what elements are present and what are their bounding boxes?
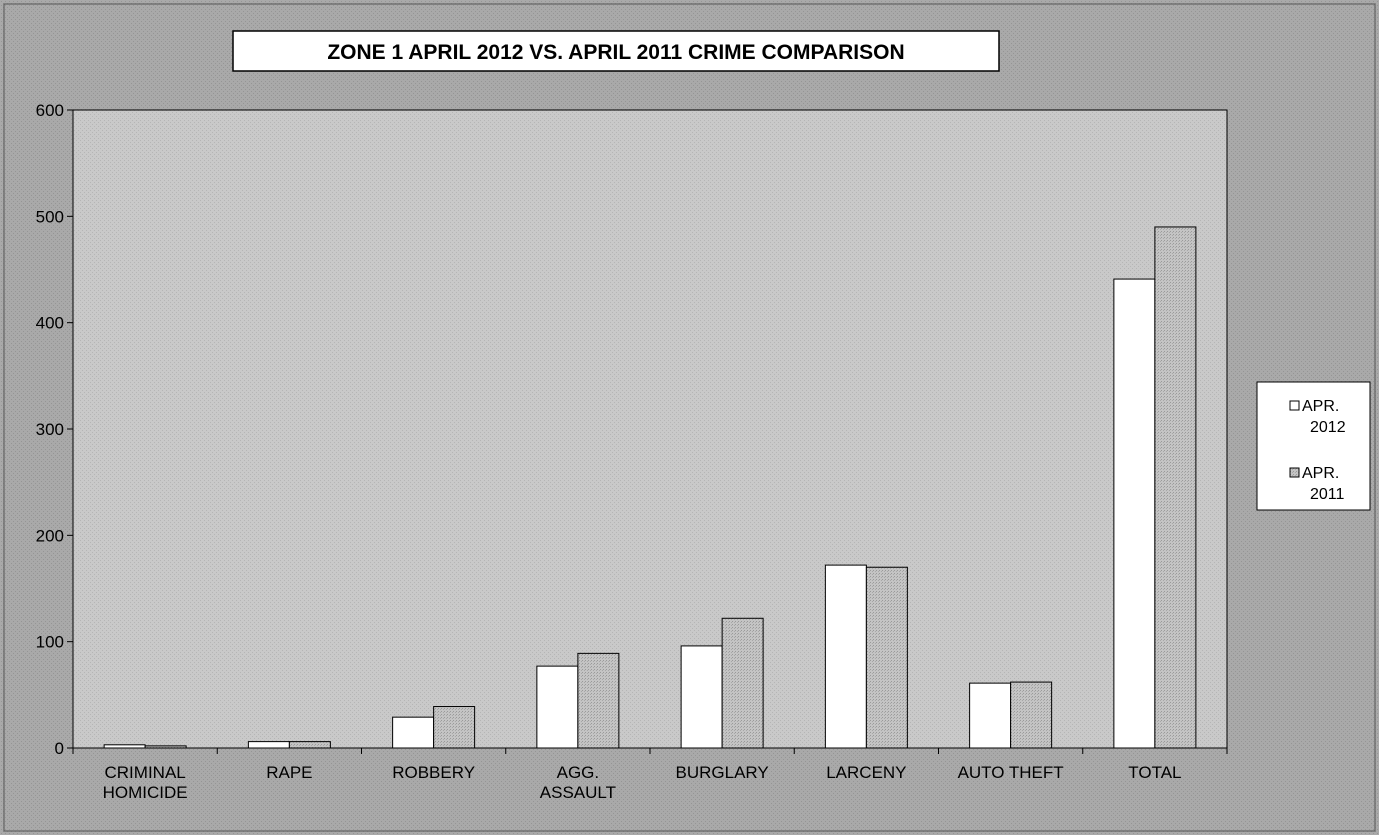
y-tick-label: 600 [36, 101, 64, 120]
legend-label: APR. 2012 [1302, 398, 1346, 436]
legend-swatch-apr-2012 [1289, 400, 1300, 411]
legend-frame [1256, 381, 1371, 511]
chart-border [3, 3, 1376, 832]
bar-apr-2011 [1010, 681, 1053, 749]
legend: APR. 2012 APR. 2011 [1256, 381, 1371, 511]
category-label: RAPE [266, 763, 312, 782]
y-tick-label: 100 [36, 633, 64, 652]
y-tick-label: 0 [55, 739, 64, 758]
bar-apr-2011 [144, 745, 187, 749]
bar-apr-2011 [1154, 226, 1197, 749]
y-tick-label: 300 [36, 420, 64, 439]
bar-apr-2011 [721, 617, 764, 749]
bar-apr-2012 [103, 744, 146, 749]
legend-label: APR. 2011 [1302, 465, 1345, 503]
category-label: CRIMINAL HOMICIDE [103, 763, 188, 802]
legend-swatch-apr-2011 [1289, 467, 1300, 478]
bar-apr-2012 [680, 645, 723, 749]
y-tick-label: 500 [36, 207, 64, 226]
category-label: AGG. ASSAULT [540, 763, 616, 802]
bars [103, 226, 1197, 749]
bar-apr-2011 [288, 741, 331, 749]
y-axis: 0 100 200 300 400 500 600 [36, 101, 73, 758]
category-label: BURGLARY [676, 763, 769, 782]
y-tick-label: 400 [36, 314, 64, 333]
bar-apr-2012 [969, 682, 1012, 749]
plot-area [72, 109, 1228, 749]
bar-apr-2011 [865, 566, 908, 749]
title-frame [232, 30, 1000, 72]
bar-apr-2012 [247, 741, 290, 749]
x-axis: CRIMINAL HOMICIDE RAPE ROBBERY AGG. ASSAULT BU… [72, 748, 1228, 802]
category-label: TOTAL [1128, 763, 1181, 782]
bar-apr-2012 [1113, 278, 1156, 749]
y-tick-label: 200 [36, 526, 64, 545]
bar-apr-2012 [536, 665, 579, 749]
category-label: AUTO THEFT [958, 763, 1064, 782]
bar-apr-2011 [433, 706, 476, 749]
chart-title: ZONE 1 APRIL 2012 VS. APRIL 2011 CRIME C… [327, 41, 904, 64]
bar-apr-2012 [392, 716, 435, 749]
category-label: LARCENY [826, 763, 906, 782]
category-label: ROBBERY [392, 763, 475, 782]
bar-apr-2011 [577, 652, 620, 749]
bar-apr-2012 [824, 564, 867, 749]
chart-title-box: ZONE 1 APRIL 2012 VS. APRIL 2011 CRIME C… [232, 30, 1000, 72]
